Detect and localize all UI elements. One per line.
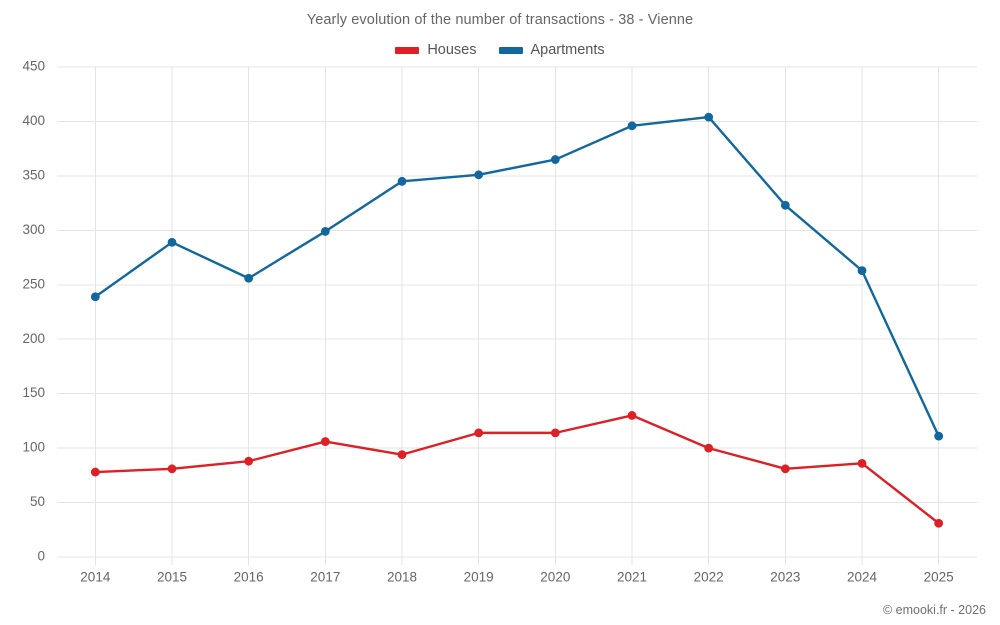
data-point-marker[interactable] xyxy=(627,411,637,420)
grid-layer xyxy=(57,66,977,565)
x-axis-tick-label: 2019 xyxy=(464,570,494,585)
y-axis-tick-label: 400 xyxy=(22,113,45,128)
data-point-marker[interactable] xyxy=(167,237,177,247)
series-apartments xyxy=(90,112,944,441)
x-axis-tick-label: 2016 xyxy=(234,570,264,585)
series-houses xyxy=(90,411,944,528)
data-point-marker[interactable] xyxy=(627,121,637,131)
series-line xyxy=(94,115,940,438)
data-point-marker[interactable] xyxy=(320,437,330,446)
data-point-marker[interactable] xyxy=(244,273,254,283)
data-point-marker[interactable] xyxy=(780,200,790,210)
chart-legend: Houses Apartments xyxy=(0,42,1000,58)
y-axis-tick-label: 100 xyxy=(22,440,45,455)
y-axis-tick-label: 0 xyxy=(37,549,45,564)
y-axis-tick-label: 450 xyxy=(22,59,45,74)
footer-credit: © emooki.fr - 2026 xyxy=(882,603,986,617)
data-point-marker[interactable] xyxy=(934,431,944,441)
y-axis-tick-label: 300 xyxy=(22,222,45,237)
x-axis-tick-label: 2015 xyxy=(157,570,187,585)
data-point-marker[interactable] xyxy=(780,464,790,474)
data-point-marker[interactable] xyxy=(857,266,867,276)
legend-swatch-icon xyxy=(395,46,420,54)
x-axis-tick-label: 2021 xyxy=(617,570,647,585)
legend-item-houses[interactable]: Houses xyxy=(395,42,477,58)
data-point-marker[interactable] xyxy=(704,112,714,122)
data-point-marker[interactable] xyxy=(474,170,484,180)
data-point-marker[interactable] xyxy=(244,456,254,466)
data-point-marker[interactable] xyxy=(934,518,944,528)
data-point-marker[interactable] xyxy=(90,292,100,302)
x-axis-tick-label: 2018 xyxy=(387,570,417,585)
legend-label: Houses xyxy=(427,42,477,58)
data-point-marker[interactable] xyxy=(397,450,407,460)
data-point-marker[interactable] xyxy=(474,428,484,438)
x-axis-tick-label: 2020 xyxy=(540,570,570,585)
x-axis-tick-label: 2017 xyxy=(310,570,340,585)
data-point-marker[interactable] xyxy=(857,458,867,468)
y-axis-tick-label: 250 xyxy=(22,276,45,291)
x-axis-tick-label: 2025 xyxy=(924,570,954,585)
x-axis-tick-label: 2024 xyxy=(847,570,878,585)
series-layer xyxy=(90,112,944,528)
y-axis-tick-label: 150 xyxy=(22,385,45,400)
y-axis-tick-label: 200 xyxy=(22,331,45,346)
x-axis-ticks: 2014 2015 2016 2017 2018 2019 2020 2021 2022 2023… xyxy=(80,570,953,585)
data-point-marker[interactable] xyxy=(550,428,560,438)
y-axis-tick-label: 350 xyxy=(22,167,45,182)
data-point-marker[interactable] xyxy=(320,227,330,236)
legend-swatch-icon xyxy=(498,46,523,54)
data-point-marker[interactable] xyxy=(90,467,100,477)
chart-title: Yearly evolution of the number of transa… xyxy=(306,12,694,28)
legend-label: Apartments xyxy=(530,42,605,58)
x-axis-tick-label: 2023 xyxy=(770,570,800,585)
y-axis-ticks: 0 50 100 150 200 250 300 350 400 450 xyxy=(22,59,45,564)
data-point-marker[interactable] xyxy=(550,155,560,164)
legend-item-apartments[interactable]: Apartments xyxy=(498,42,605,58)
x-axis-tick-label: 2022 xyxy=(694,570,724,585)
data-point-marker[interactable] xyxy=(167,464,177,474)
x-axis-tick-label: 2014 xyxy=(80,570,111,585)
y-axis-tick-label: 50 xyxy=(30,494,45,509)
data-point-marker[interactable] xyxy=(397,176,407,186)
data-point-marker[interactable] xyxy=(704,443,714,453)
series-line xyxy=(94,414,940,525)
